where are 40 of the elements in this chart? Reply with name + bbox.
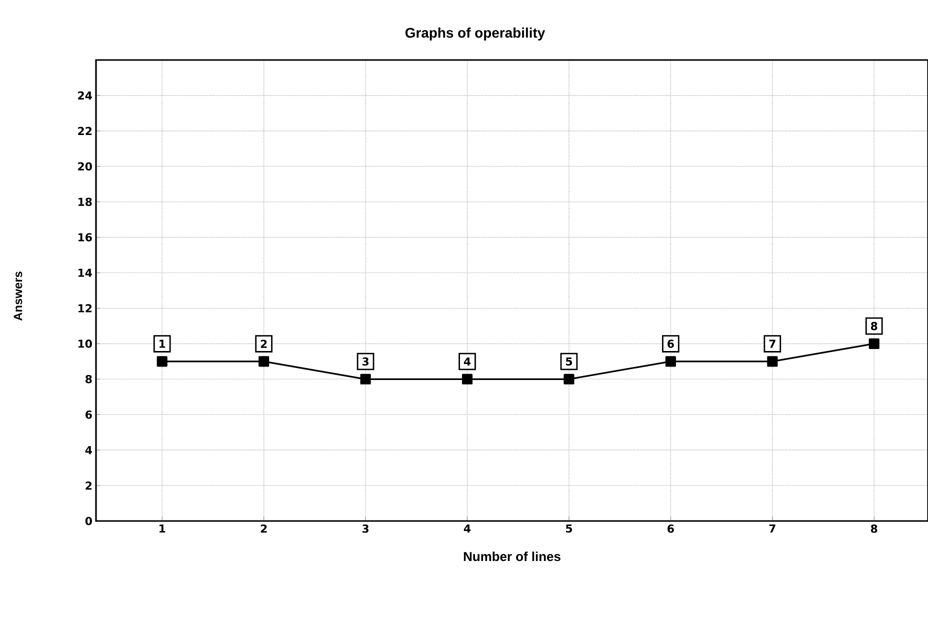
- point: [156, 356, 168, 367]
- x-tick-label: 5: [566, 524, 572, 533]
- point: [868, 338, 880, 349]
- y-tick-label: 22: [78, 126, 92, 135]
- y-tick-label: 6: [86, 410, 92, 419]
- y-tick-label: 14: [78, 268, 92, 277]
- y-tick-label: 0: [85, 516, 92, 526]
- chart-title: Graphs of operability: [405, 27, 546, 40]
- annotation: 3: [362, 357, 368, 366]
- y-tick-label: 20: [78, 162, 92, 171]
- y-tick-label: 8: [86, 375, 92, 384]
- point: [462, 374, 473, 384]
- annotation: 6: [668, 340, 674, 348]
- y-tick-label: 10: [78, 340, 92, 348]
- y-tick-label: 2: [86, 481, 92, 490]
- point: [564, 374, 574, 384]
- point: [767, 356, 778, 367]
- x-tick-label: 2: [260, 524, 267, 533]
- x-tick-label: 1: [160, 524, 166, 533]
- y-axis-title: Answers: [14, 272, 22, 321]
- point: [360, 374, 371, 384]
- y-tick-label: 12: [78, 304, 92, 312]
- annotation: 5: [566, 357, 572, 366]
- point: [258, 356, 270, 367]
- point: [665, 356, 676, 367]
- x-axis-title: Number of lines: [464, 552, 560, 562]
- annotation: 2: [260, 340, 267, 348]
- x-tick-label: 7: [769, 524, 776, 533]
- y-tick-label: 18: [78, 198, 92, 206]
- y-tick-label: 4: [85, 446, 92, 454]
- x-tick-label: 8: [870, 524, 878, 533]
- x-tick-label: 3: [362, 524, 368, 533]
- annotation: 8: [870, 322, 878, 330]
- y-tick-label: 16: [78, 233, 92, 242]
- annotation: 4: [464, 358, 471, 366]
- annotation: 7: [769, 340, 776, 348]
- x-tick-label: 6: [668, 524, 674, 533]
- annotation: 1: [160, 340, 166, 348]
- x-tick-label: 4: [464, 524, 471, 533]
- y-tick-label: 24: [78, 91, 92, 100]
